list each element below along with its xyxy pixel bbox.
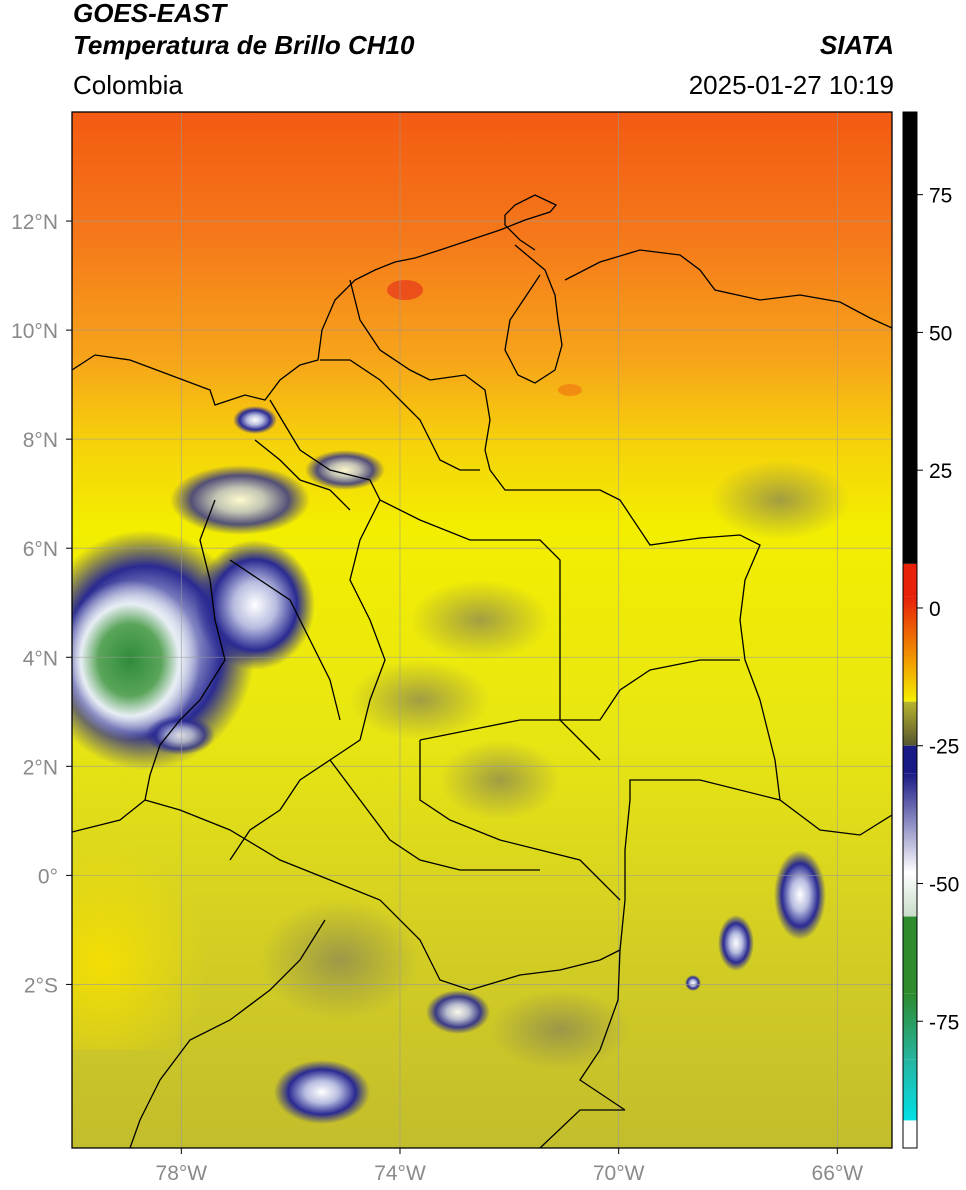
colorbar-tick-label: -25: [929, 736, 959, 759]
colorbar-segment: [903, 745, 917, 774]
colorbar-segment: [903, 773, 917, 873]
internal-i: [229, 559, 341, 721]
colorbar-tick-label: 50: [929, 322, 952, 345]
region-label: Colombia: [73, 70, 183, 100]
lon-tick-label: 70°W: [593, 1162, 645, 1185]
longitude-ticks: 78°W 74°W 70°W 66°W: [156, 1148, 864, 1185]
colorbar-segment: [903, 652, 917, 702]
colombia-venezuela-border: [429, 374, 781, 801]
satellite-title: GOES-EAST: [73, 0, 227, 28]
lat-tick-label: 12°N: [11, 211, 58, 234]
pacific-coast: [72, 499, 226, 833]
caribbean-coast: [72, 194, 558, 406]
boundary-lines: [72, 194, 892, 1148]
lon-tick-label: 74°W: [374, 1162, 426, 1185]
internal-e: [329, 759, 540, 871]
map-field: [72, 112, 892, 1148]
latitude-ticks: 12°N 10°N 8°N 6°N 4°N 2°N 0° 2°S: [11, 211, 72, 997]
colorbar-segment: [903, 563, 917, 597]
internal-a: [229, 399, 386, 861]
lat-tick-label: 10°N: [11, 320, 58, 343]
colorbar-segment: [903, 1059, 917, 1121]
brand-label: SIATA: [819, 30, 894, 60]
lat-tick-label: 0°: [38, 865, 58, 888]
peru-inner: [539, 1109, 625, 1148]
colorbar-tick-label: 0: [929, 598, 941, 621]
colorbar-ticks: 75 50 25 0 -25 -50 -75: [917, 185, 959, 1034]
lat-tick-label: 2°N: [23, 756, 58, 779]
map-frame: [71, 111, 893, 1149]
internal-c: [419, 719, 601, 761]
venezuela-coast: [564, 249, 892, 329]
colorbar-tick-label: 75: [929, 185, 952, 208]
internal-g: [349, 279, 431, 381]
lon-tick-label: 78°W: [156, 1162, 208, 1185]
lat-tick-label: 8°N: [23, 429, 58, 452]
colorbar-tick-label: 25: [929, 460, 952, 483]
lon-tick-label: 66°W: [812, 1162, 864, 1185]
colorbar-segment: [903, 1120, 917, 1148]
colorbar-segment: [903, 701, 917, 746]
colorbar-tick-label: -50: [929, 873, 959, 896]
timestamp-label: 2025-01-27 10:19: [688, 70, 894, 100]
maracaibo-coast: [504, 244, 563, 384]
lat-tick-label: 4°N: [23, 647, 58, 670]
ecuador-peru-line: [144, 799, 621, 991]
colorbar-segment: [903, 872, 917, 917]
peru-coast-south: [129, 919, 326, 1148]
colorbar-segment: [903, 596, 917, 653]
colorbar-segment: [903, 916, 917, 994]
colorbar-segment: [903, 993, 917, 1060]
colorbar: [902, 111, 918, 1149]
colorbar-tick-label: -75: [929, 1011, 959, 1034]
amazon-border: [579, 949, 626, 1111]
product-title: Temperatura de Brillo CH10: [73, 30, 415, 60]
brazil-border: [619, 779, 892, 951]
lat-tick-label: 2°S: [24, 974, 58, 997]
lat-tick-label: 6°N: [23, 538, 58, 561]
internal-b: [379, 499, 740, 721]
internal-h: [254, 439, 351, 511]
colorbar-segment: [903, 112, 917, 564]
internal-f: [320, 359, 480, 471]
colorbar-frame: [902, 111, 918, 1149]
internal-d: [419, 740, 621, 901]
